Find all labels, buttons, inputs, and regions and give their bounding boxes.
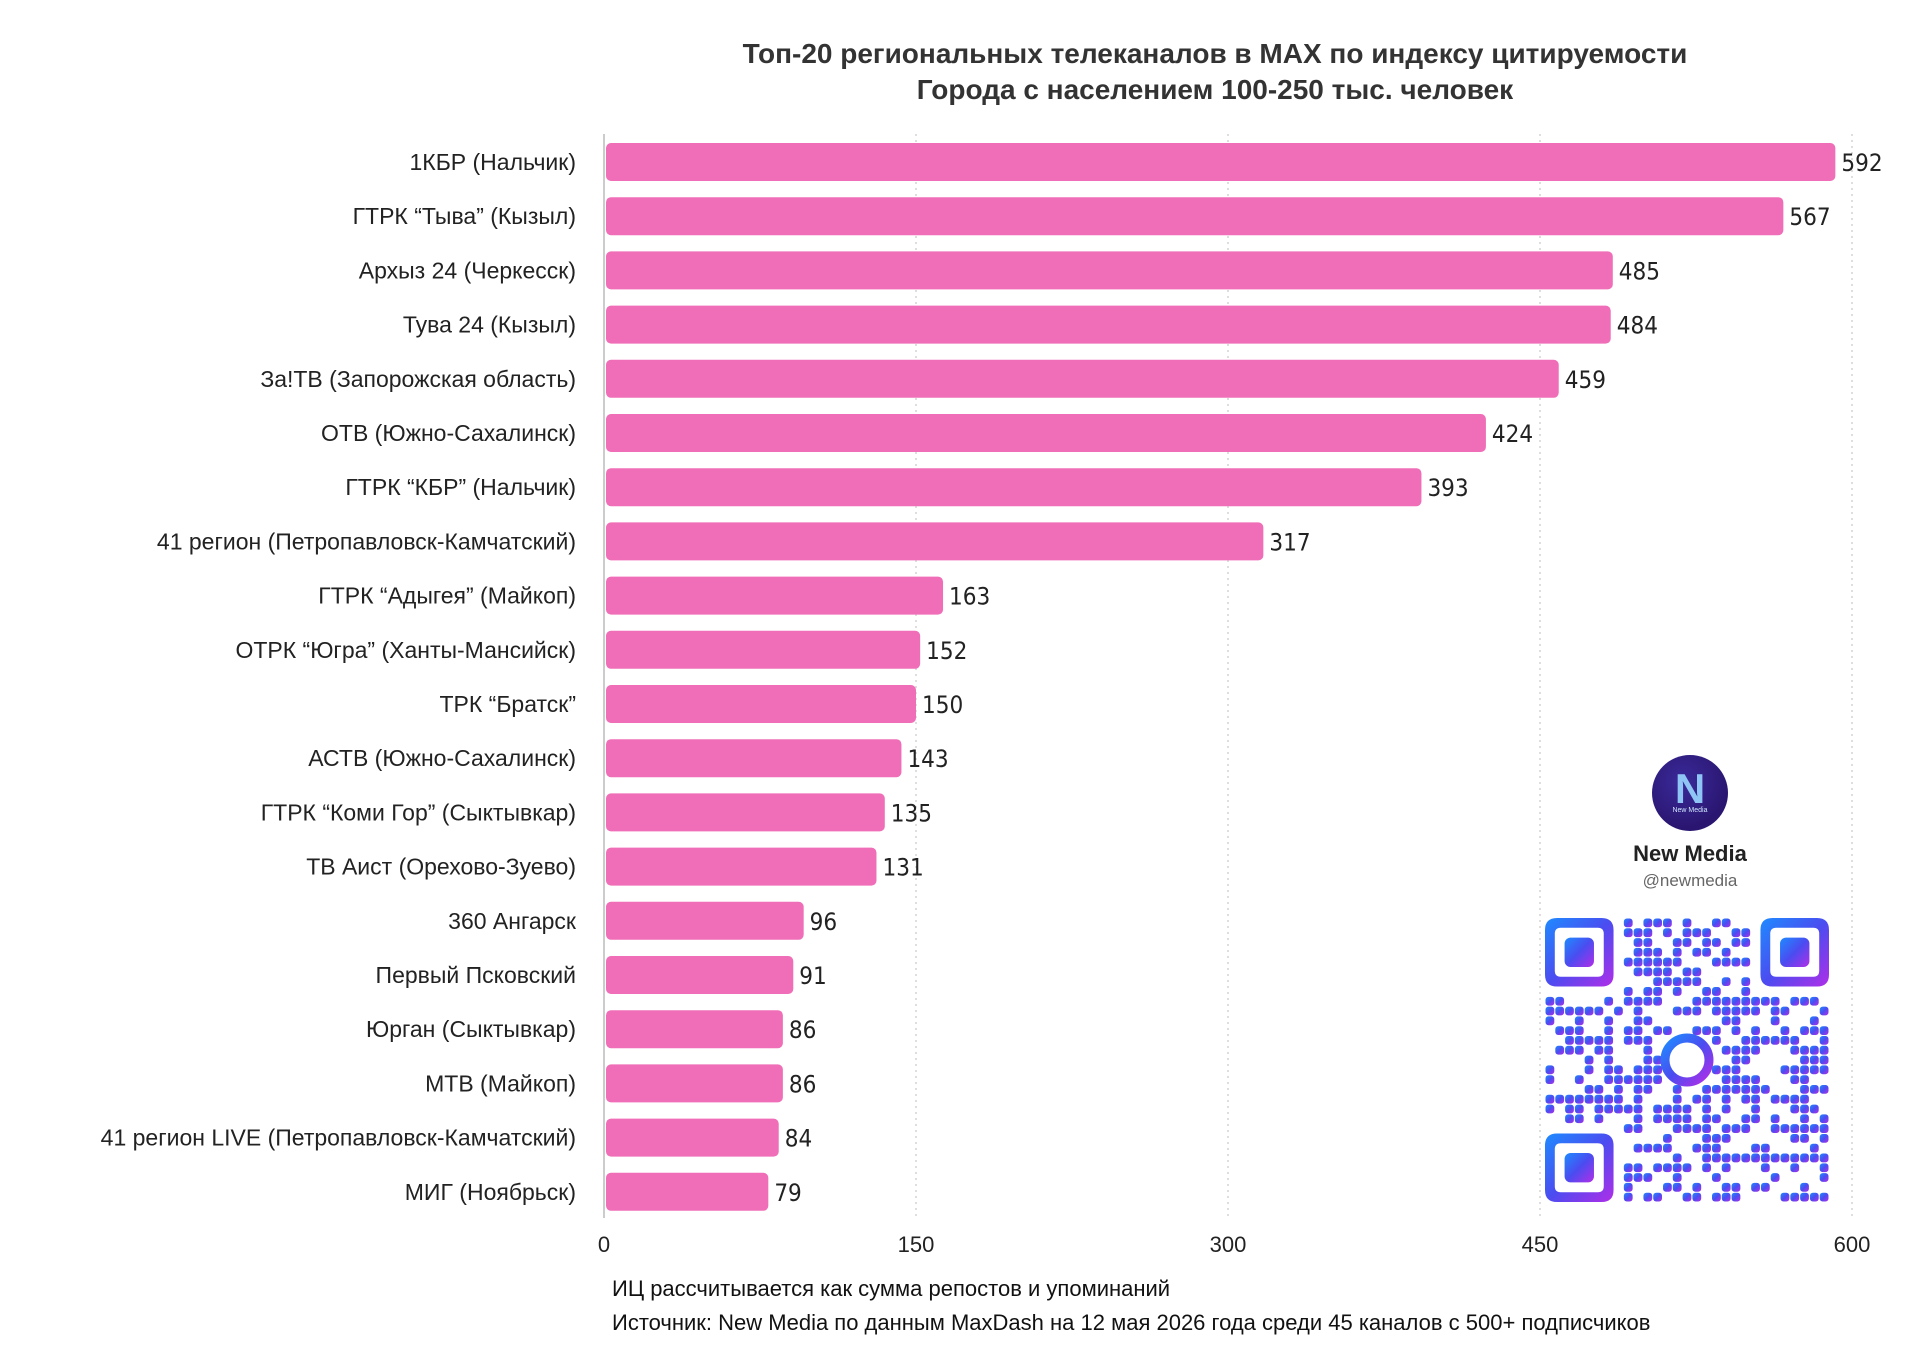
bar-value-label: 150 [922, 691, 963, 719]
category-label: 41 регион LIVE (Петропавловск-Камчатский… [101, 1125, 576, 1151]
bar-value-label: 135 [891, 799, 932, 827]
bar-value-label: 317 [1269, 528, 1310, 556]
footnote-source: Источник: New Media по данным MaxDash на… [612, 1310, 1651, 1335]
bar[interactable] [606, 956, 794, 994]
category-label: 360 Ангарск [448, 908, 577, 934]
category-label: ТРК “Братск” [439, 691, 576, 717]
bar-value-label: 163 [949, 583, 990, 611]
bar-value-label: 91 [799, 962, 826, 990]
bar-value-label: 424 [1492, 420, 1533, 448]
chart-title: Топ-20 региональных телеканалов в MAX по… [0, 36, 1920, 108]
bar-value-label: 459 [1565, 366, 1606, 394]
category-label: ТВ Аист (Орехово-Зуево) [306, 854, 576, 880]
category-label: Юрган (Сыктывкар) [366, 1016, 576, 1042]
bar-value-label: 152 [926, 637, 967, 665]
bar[interactable] [606, 576, 944, 615]
x-tick-label: 0 [598, 1232, 610, 1257]
bar[interactable] [606, 197, 1784, 236]
bar[interactable] [606, 685, 916, 723]
bar-value-label: 592 [1841, 149, 1882, 177]
chart-title-line-1: Топ-20 региональных телеканалов в MAX по… [742, 38, 1688, 69]
bar[interactable] [606, 847, 877, 886]
x-tick-label: 300 [1210, 1232, 1247, 1257]
x-axis-ticks: 0 150 300 450 600 [598, 1232, 1870, 1257]
bar[interactable] [606, 1064, 783, 1103]
brand-name: New Media [1633, 841, 1747, 866]
category-label: ГТРК “Тыва” (Кызыл) [353, 203, 576, 229]
bar[interactable] [606, 143, 1836, 181]
category-label: ОТРК “Югра” (Ханты-Мансийск) [235, 637, 576, 663]
bar-value-label: 485 [1619, 257, 1660, 285]
bar[interactable] [606, 1118, 779, 1157]
bar[interactable] [606, 739, 902, 778]
x-tick-label: 150 [898, 1232, 935, 1257]
brand-block: N New Media New Media @newmedia [1545, 755, 1835, 891]
bar-value-label: 484 [1617, 312, 1658, 340]
category-label: АСТВ (Южно-Сахалинск) [308, 745, 576, 771]
category-label: МИГ (Ноябрьск) [405, 1179, 576, 1205]
category-label: Первый Псковский [376, 962, 576, 988]
category-label: ГТРК “КБР” (Нальчик) [345, 474, 576, 500]
bar-value-label: 131 [882, 854, 923, 882]
bar[interactable] [606, 468, 1422, 507]
category-label: За!ТВ (Запорожская область) [260, 366, 576, 392]
bar[interactable] [606, 414, 1486, 452]
bar[interactable] [606, 251, 1613, 290]
category-label: ГТРК “Адыгея” (Майкоп) [318, 583, 576, 609]
x-tick-label: 600 [1834, 1232, 1871, 1257]
bar[interactable] [606, 359, 1559, 398]
value-labels: 592 567 485 484 459 424 393 317 163 152 150 143 135 1… [774, 149, 1882, 1207]
bar[interactable] [606, 630, 921, 669]
category-labels: 1КБР (Нальчик) ГТРК “Тыва” (Кызыл) Архыз 2… [101, 149, 577, 1205]
category-label: 1КБР (Нальчик) [410, 149, 577, 175]
brand-handle: @newmedia [1642, 871, 1738, 890]
qr-code-icon[interactable] [1545, 918, 1829, 1202]
bar-value-label: 143 [907, 745, 948, 773]
bar[interactable] [606, 1010, 783, 1049]
bar-value-label: 86 [789, 1016, 816, 1044]
bar[interactable] [606, 522, 1264, 561]
bar-value-label: 79 [774, 1179, 801, 1207]
bar[interactable] [606, 901, 804, 940]
category-label: ГТРК “Коми Гор” (Сыктывкар) [261, 799, 576, 825]
bar-value-label: 567 [1789, 203, 1830, 231]
x-tick-label: 450 [1522, 1232, 1559, 1257]
bar-value-label: 393 [1427, 474, 1468, 502]
footnotes: ИЦ рассчитывается как сумма репостов и у… [612, 1272, 1650, 1340]
footnote-method: ИЦ рассчитывается как сумма репостов и у… [612, 1276, 1171, 1301]
category-label: МТВ (Майкоп) [425, 1070, 576, 1096]
bars [606, 143, 1836, 1211]
bar[interactable] [606, 1172, 769, 1211]
bar-value-label: 86 [789, 1070, 816, 1098]
chart-title-line-2: Города с населением 100-250 тыс. человек [916, 74, 1514, 105]
logo-small-text: New Media [1672, 807, 1708, 814]
bar-value-label: 96 [810, 908, 837, 936]
new-media-logo-icon: N New Media [1652, 755, 1728, 831]
category-label: 41 регион (Петропавловск-Камчатский) [157, 528, 576, 554]
bar[interactable] [606, 793, 885, 832]
logo-glyph: N [1674, 765, 1706, 812]
category-label: Тува 24 (Кызыл) [403, 312, 576, 338]
bar[interactable] [606, 305, 1611, 344]
bar-value-label: 84 [785, 1125, 812, 1153]
category-label: Архыз 24 (Черкесск) [359, 257, 576, 283]
category-label: ОТВ (Южно-Сахалинск) [321, 420, 576, 446]
